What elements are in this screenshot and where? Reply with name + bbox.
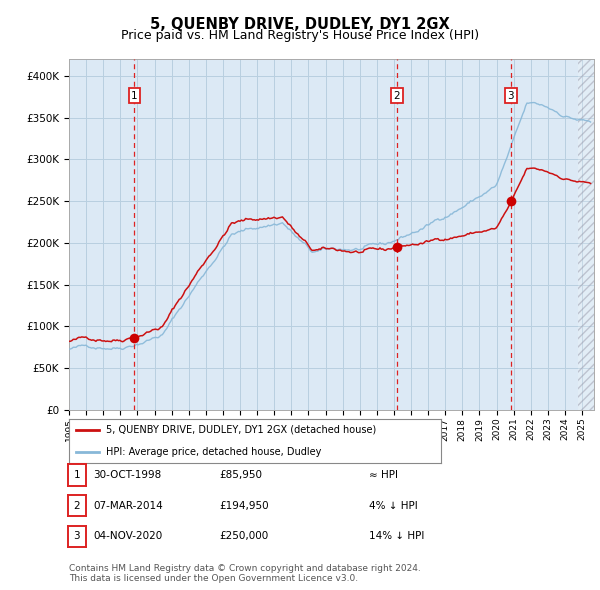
Text: Contains HM Land Registry data © Crown copyright and database right 2024.
This d: Contains HM Land Registry data © Crown c… <box>69 563 421 583</box>
Text: 5, QUENBY DRIVE, DUDLEY, DY1 2GX (detached house): 5, QUENBY DRIVE, DUDLEY, DY1 2GX (detach… <box>106 425 376 435</box>
Text: Price paid vs. HM Land Registry's House Price Index (HPI): Price paid vs. HM Land Registry's House … <box>121 30 479 42</box>
Bar <box>578 59 594 410</box>
Text: 4% ↓ HPI: 4% ↓ HPI <box>369 501 418 510</box>
Text: 2: 2 <box>394 91 400 101</box>
Text: 2: 2 <box>73 501 80 510</box>
Text: 04-NOV-2020: 04-NOV-2020 <box>93 532 162 541</box>
Text: £85,950: £85,950 <box>219 470 262 480</box>
Text: £250,000: £250,000 <box>219 532 268 541</box>
Text: 07-MAR-2014: 07-MAR-2014 <box>93 501 163 510</box>
Text: 30-OCT-1998: 30-OCT-1998 <box>93 470 161 480</box>
Text: 1: 1 <box>73 470 80 480</box>
Text: 1: 1 <box>131 91 138 101</box>
Text: £194,950: £194,950 <box>219 501 269 510</box>
Text: 14% ↓ HPI: 14% ↓ HPI <box>369 532 424 541</box>
Text: 3: 3 <box>73 532 80 541</box>
Text: 3: 3 <box>508 91 514 101</box>
Text: 5, QUENBY DRIVE, DUDLEY, DY1 2GX: 5, QUENBY DRIVE, DUDLEY, DY1 2GX <box>150 17 450 31</box>
Text: HPI: Average price, detached house, Dudley: HPI: Average price, detached house, Dudl… <box>106 447 322 457</box>
Bar <box>578 59 594 410</box>
Text: ≈ HPI: ≈ HPI <box>369 470 398 480</box>
